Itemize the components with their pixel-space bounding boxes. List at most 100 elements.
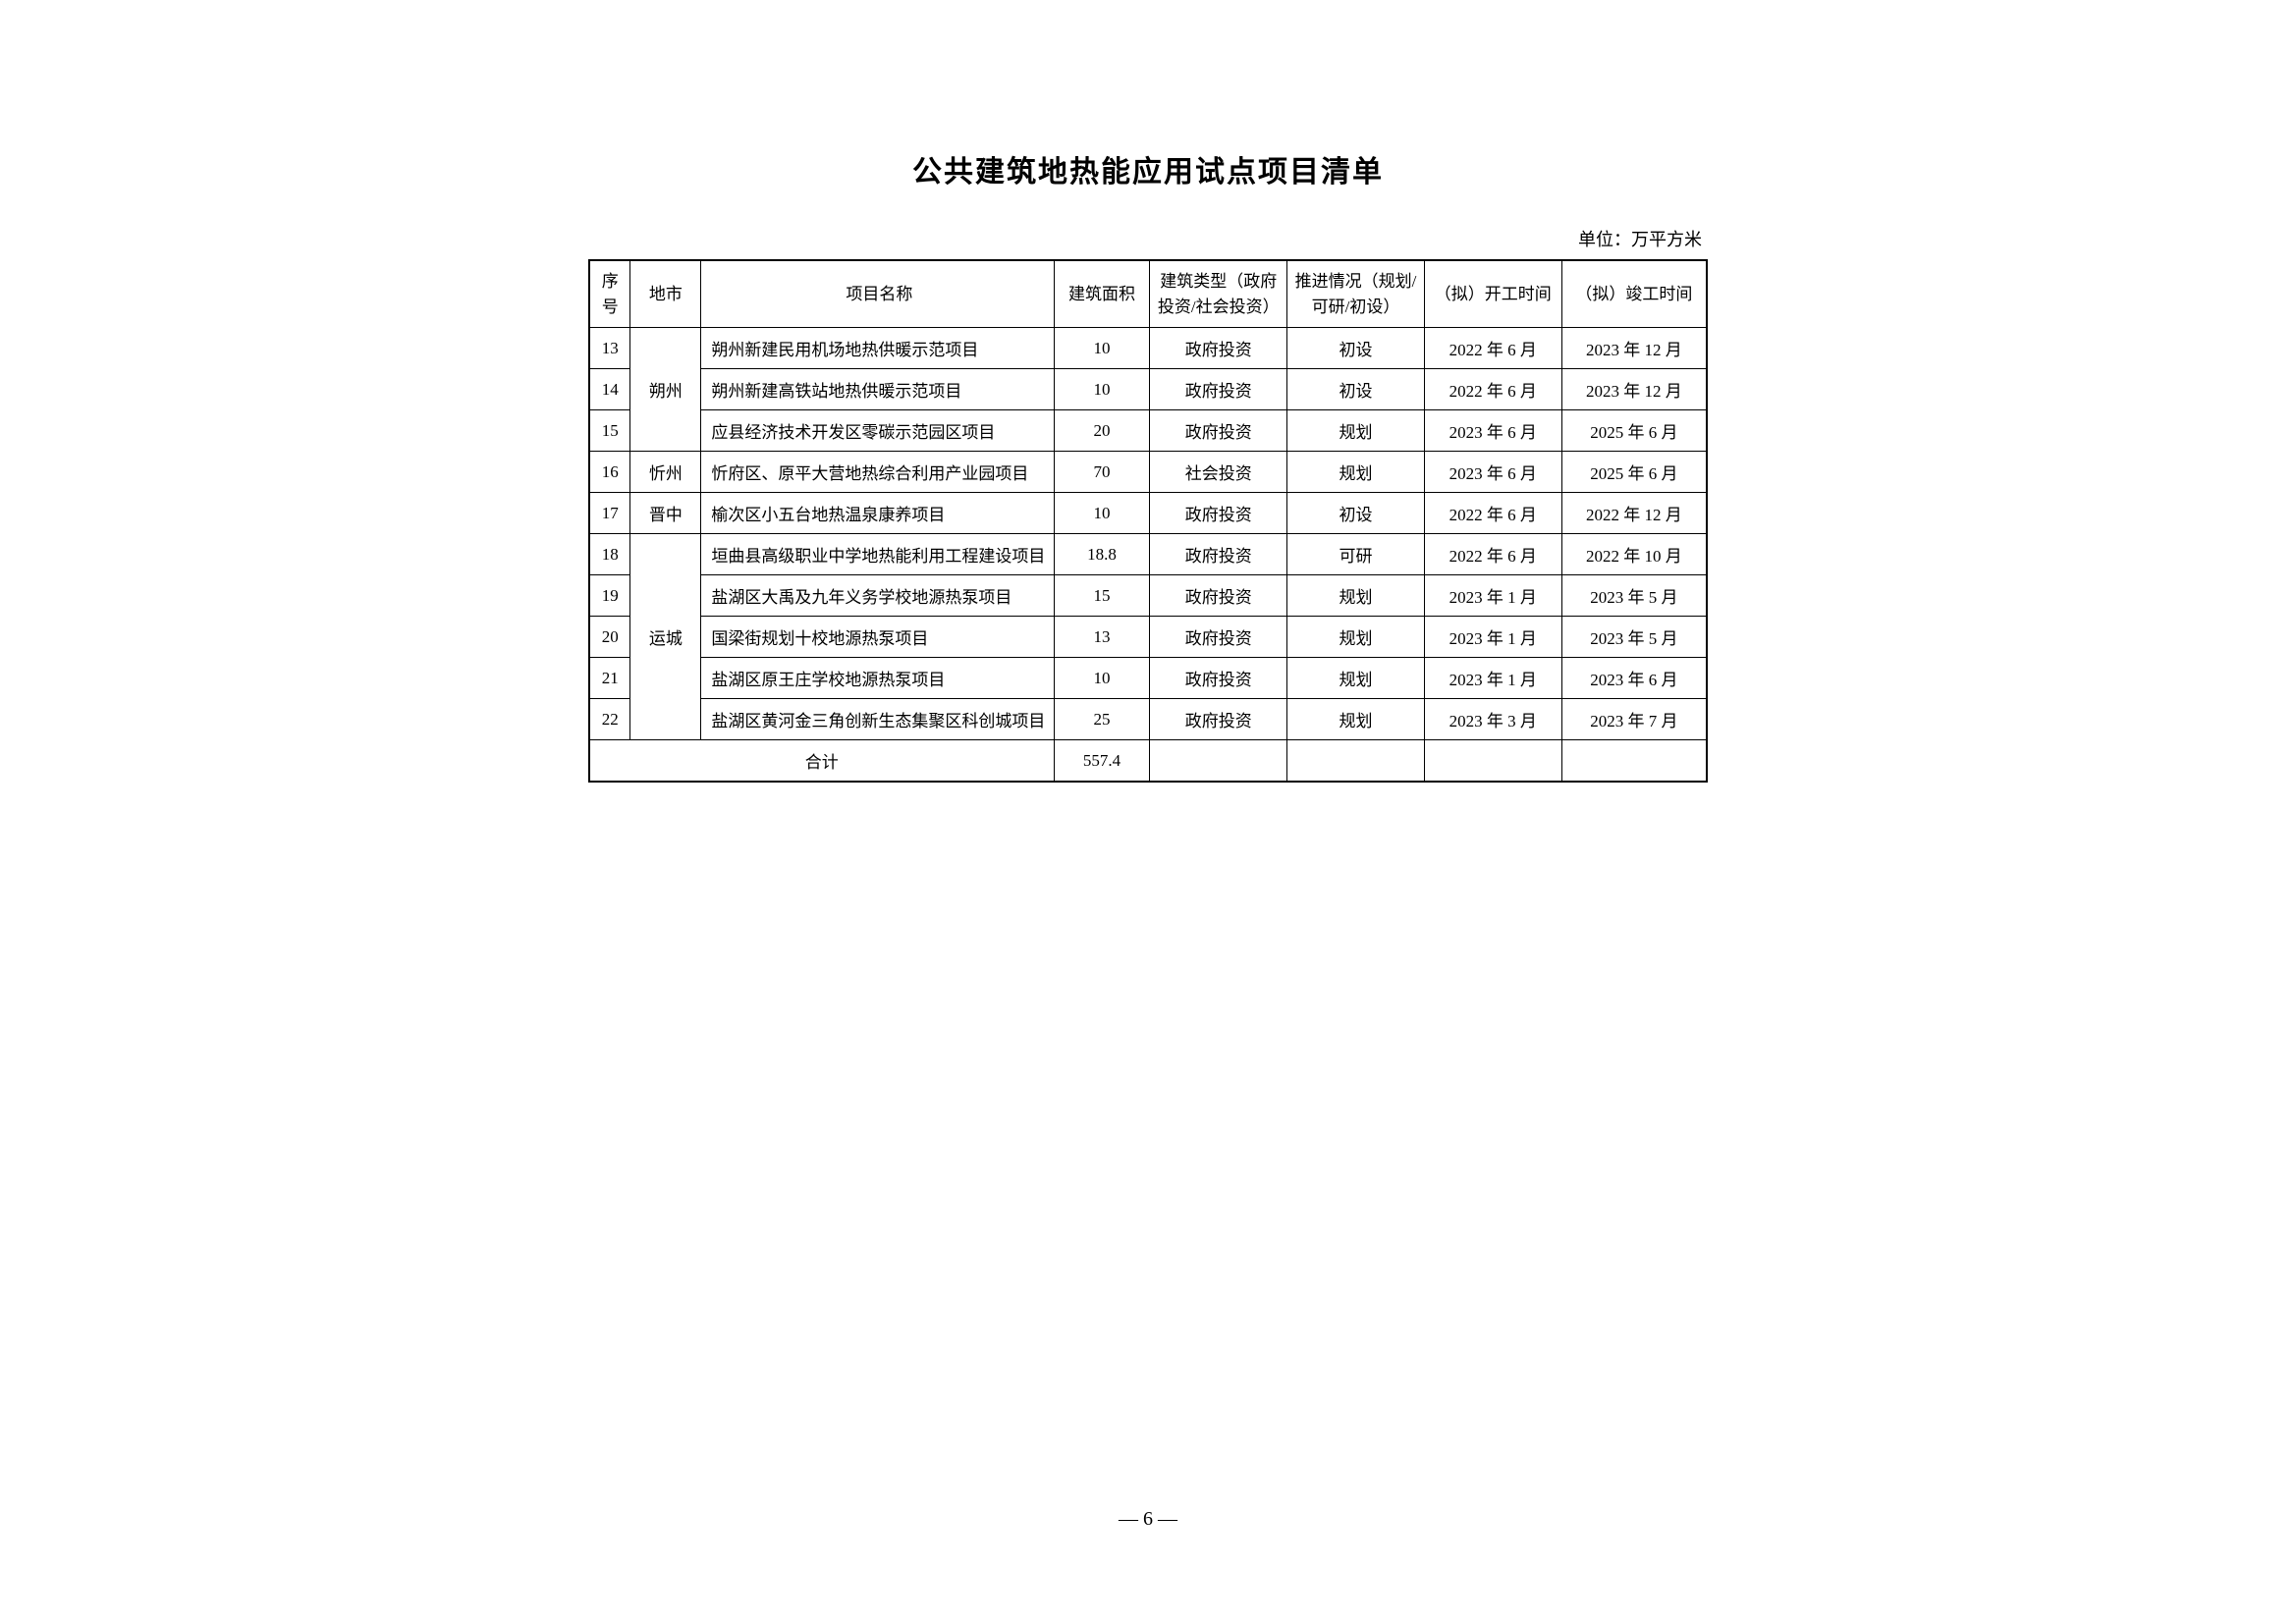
- cell-start: 2023 年 1 月: [1424, 658, 1561, 699]
- cell-empty: [1561, 740, 1707, 783]
- cell-total-label: 合计: [589, 740, 1054, 783]
- document-title: 公共建筑地热能应用试点项目清单: [588, 147, 1708, 190]
- cell-city: 朔州: [630, 328, 701, 452]
- table-header-row: 序号 地市 项目名称 建筑面积 建筑类型（政府投资/社会投资） 推进情况（规划/…: [589, 260, 1707, 328]
- cell-end: 2023 年 5 月: [1561, 617, 1707, 658]
- cell-area: 70: [1054, 452, 1150, 493]
- cell-end: 2023 年 12 月: [1561, 369, 1707, 410]
- table-row: 21 盐湖区原王庄学校地源热泵项目10政府投资规划2023 年 1 月2023 年…: [589, 658, 1707, 699]
- cell-seq: 21: [589, 658, 630, 699]
- cell-type: 政府投资: [1150, 493, 1287, 534]
- project-table: 序号 地市 项目名称 建筑面积 建筑类型（政府投资/社会投资） 推进情况（规划/…: [588, 259, 1708, 783]
- cell-seq: 16: [589, 452, 630, 493]
- cell-progress: 可研: [1287, 534, 1425, 575]
- cell-seq: 14: [589, 369, 630, 410]
- page-number: — 6 —: [0, 1508, 2296, 1531]
- table-row: 19盐湖区大禹及九年义务学校地源热泵项目15政府投资规划2023 年 1 月20…: [589, 575, 1707, 617]
- cell-type: 政府投资: [1150, 410, 1287, 452]
- cell-name: 朔州新建民用机场地热供暖示范项目: [701, 328, 1054, 369]
- cell-area: 10: [1054, 658, 1150, 699]
- table-row: 16忻州忻府区、原平大营地热综合利用产业园项目70社会投资规划2023 年 6 …: [589, 452, 1707, 493]
- cell-area: 10: [1054, 328, 1150, 369]
- cell-start: 2023 年 1 月: [1424, 575, 1561, 617]
- cell-area: 25: [1054, 699, 1150, 740]
- table-row: 14 朔州新建高铁站地热供暖示范项目10政府投资初设2022 年 6 月2023 …: [589, 369, 1707, 410]
- header-progress: 推进情况（规划/可研/初设）: [1287, 260, 1425, 328]
- cell-seq: 13: [589, 328, 630, 369]
- cell-end: 2023 年 5 月: [1561, 575, 1707, 617]
- cell-start: 2023 年 6 月: [1424, 452, 1561, 493]
- cell-end: 2022 年 12 月: [1561, 493, 1707, 534]
- header-city: 地市: [630, 260, 701, 328]
- cell-name: 榆次区小五台地热温泉康养项目: [701, 493, 1054, 534]
- cell-start: 2022 年 6 月: [1424, 328, 1561, 369]
- cell-empty: [1424, 740, 1561, 783]
- cell-area: 20: [1054, 410, 1150, 452]
- cell-name: 盐湖区大禹及九年义务学校地源热泵项目: [701, 575, 1054, 617]
- cell-end: 2025 年 6 月: [1561, 452, 1707, 493]
- cell-type: 政府投资: [1150, 369, 1287, 410]
- cell-progress: 初设: [1287, 369, 1425, 410]
- cell-start: 2022 年 6 月: [1424, 534, 1561, 575]
- cell-empty: [1287, 740, 1425, 783]
- cell-progress: 规划: [1287, 617, 1425, 658]
- cell-progress: 初设: [1287, 328, 1425, 369]
- cell-empty: [1150, 740, 1287, 783]
- cell-seq: 15: [589, 410, 630, 452]
- cell-city: 运城: [630, 534, 701, 740]
- cell-progress: 规划: [1287, 658, 1425, 699]
- cell-type: 政府投资: [1150, 699, 1287, 740]
- cell-area: 18.8: [1054, 534, 1150, 575]
- cell-start: 2022 年 6 月: [1424, 369, 1561, 410]
- cell-area: 15: [1054, 575, 1150, 617]
- cell-name: 盐湖区原王庄学校地源热泵项目: [701, 658, 1054, 699]
- cell-seq: 18: [589, 534, 630, 575]
- cell-start: 2022 年 6 月: [1424, 493, 1561, 534]
- header-type: 建筑类型（政府投资/社会投资）: [1150, 260, 1287, 328]
- cell-end: 2025 年 6 月: [1561, 410, 1707, 452]
- cell-name: 忻府区、原平大营地热综合利用产业园项目: [701, 452, 1054, 493]
- table-row: 13朔州朔州新建民用机场地热供暖示范项目10政府投资初设2022 年 6 月20…: [589, 328, 1707, 369]
- cell-name: 垣曲县高级职业中学地热能利用工程建设项目: [701, 534, 1054, 575]
- cell-start: 2023 年 1 月: [1424, 617, 1561, 658]
- cell-city: 晋中: [630, 493, 701, 534]
- cell-start: 2023 年 3 月: [1424, 699, 1561, 740]
- table-row: 20国梁街规划十校地源热泵项目13政府投资规划2023 年 1 月2023 年 …: [589, 617, 1707, 658]
- cell-area: 13: [1054, 617, 1150, 658]
- header-area: 建筑面积: [1054, 260, 1150, 328]
- cell-end: 2022 年 10 月: [1561, 534, 1707, 575]
- cell-total-area: 557.4: [1054, 740, 1150, 783]
- cell-progress: 规划: [1287, 452, 1425, 493]
- cell-type: 政府投资: [1150, 617, 1287, 658]
- table-row: 17晋中榆次区小五台地热温泉康养项目10政府投资初设2022 年 6 月2022…: [589, 493, 1707, 534]
- cell-name: 朔州新建高铁站地热供暖示范项目: [701, 369, 1054, 410]
- cell-seq: 22: [589, 699, 630, 740]
- cell-start: 2023 年 6 月: [1424, 410, 1561, 452]
- cell-progress: 规划: [1287, 410, 1425, 452]
- cell-name: 盐湖区黄河金三角创新生态集聚区科创城项目: [701, 699, 1054, 740]
- cell-name: 国梁街规划十校地源热泵项目: [701, 617, 1054, 658]
- table-row: 18运城垣曲县高级职业中学地热能利用工程建设项目18.8政府投资可研2022 年…: [589, 534, 1707, 575]
- cell-type: 社会投资: [1150, 452, 1287, 493]
- table-row: 22 盐湖区黄河金三角创新生态集聚区科创城项目25政府投资规划2023 年 3 月…: [589, 699, 1707, 740]
- header-name: 项目名称: [701, 260, 1054, 328]
- table-total-row: 合计557.4: [589, 740, 1707, 783]
- header-start: （拟）开工时间: [1424, 260, 1561, 328]
- cell-type: 政府投资: [1150, 328, 1287, 369]
- cell-end: 2023 年 7 月: [1561, 699, 1707, 740]
- cell-seq: 19: [589, 575, 630, 617]
- cell-area: 10: [1054, 369, 1150, 410]
- cell-progress: 规划: [1287, 699, 1425, 740]
- cell-name: 应县经济技术开发区零碳示范园区项目: [701, 410, 1054, 452]
- unit-label: 单位：万平方米: [588, 226, 1708, 251]
- cell-progress: 初设: [1287, 493, 1425, 534]
- cell-city: 忻州: [630, 452, 701, 493]
- table-row: 15 应县经济技术开发区零碳示范园区项目20政府投资规划2023 年 6 月202…: [589, 410, 1707, 452]
- header-end: （拟）竣工时间: [1561, 260, 1707, 328]
- cell-end: 2023 年 6 月: [1561, 658, 1707, 699]
- cell-type: 政府投资: [1150, 658, 1287, 699]
- cell-seq: 17: [589, 493, 630, 534]
- cell-end: 2023 年 12 月: [1561, 328, 1707, 369]
- cell-progress: 规划: [1287, 575, 1425, 617]
- cell-area: 10: [1054, 493, 1150, 534]
